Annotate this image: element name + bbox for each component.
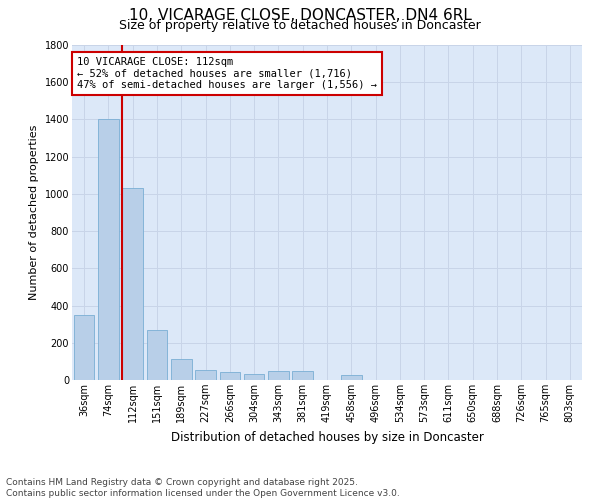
Text: Contains HM Land Registry data © Crown copyright and database right 2025.
Contai: Contains HM Land Registry data © Crown c… [6,478,400,498]
Bar [195,370,216,380]
Bar [220,372,240,380]
Text: 10 VICARAGE CLOSE: 112sqm
← 52% of detached houses are smaller (1,716)
47% of se: 10 VICARAGE CLOSE: 112sqm ← 52% of detac… [77,56,377,90]
Bar [98,120,119,380]
Text: Size of property relative to detached houses in Doncaster: Size of property relative to detached ho… [119,18,481,32]
Text: 10, VICARAGE CLOSE, DONCASTER, DN4 6RL: 10, VICARAGE CLOSE, DONCASTER, DN4 6RL [128,8,472,22]
Y-axis label: Number of detached properties: Number of detached properties [29,125,39,300]
X-axis label: Distribution of detached houses by size in Doncaster: Distribution of detached houses by size … [170,430,484,444]
Bar [171,358,191,380]
Bar [268,370,289,380]
Bar [146,330,167,380]
Bar [244,374,265,380]
Bar [122,188,143,380]
Bar [341,375,362,380]
Bar [74,315,94,380]
Bar [292,370,313,380]
